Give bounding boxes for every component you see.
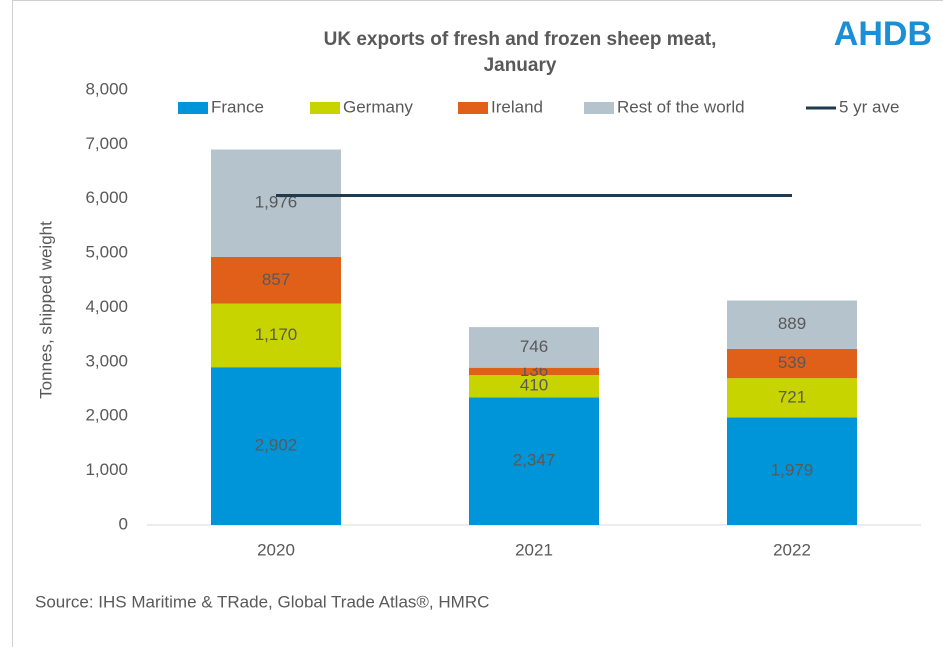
chart-title: UK exports of fresh and frozen sheep mea… [324,29,717,50]
bar-segment [469,327,599,368]
bar-segment [727,417,857,525]
y-tick-label: 2,000 [85,406,128,425]
logo: AHDB [834,15,932,53]
chart-title: January [484,55,557,76]
bar-segment [727,348,857,379]
y-tick-label: 3,000 [85,351,128,370]
frame [12,0,943,647]
x-tick-label: 2021 [515,540,553,559]
y-tick-label: 1,000 [85,460,128,479]
data-label: 857 [262,270,290,289]
data-label: 539 [778,353,806,372]
bar-segment [211,367,341,525]
data-label: 1,170 [255,325,298,344]
legend-swatch [584,102,614,114]
legend-label: Rest of the world [617,97,745,116]
legend-label: Germany [343,97,413,116]
y-tick-label: 6,000 [85,188,128,207]
legend-label: 5 yr ave [839,97,899,116]
data-label: 721 [778,387,806,406]
bar-segment [211,256,341,304]
bar-segment [727,378,857,418]
legend-swatch [178,102,208,114]
y-tick-label: 4,000 [85,297,128,316]
bar-segment [469,375,599,398]
y-axis-title: Tonnes, shipped weight [36,221,55,399]
y-tick-label: 8,000 [85,79,128,98]
legend-swatch [310,102,340,114]
bar-segment [469,367,599,376]
bar-segment [727,300,857,349]
data-label: 2,347 [513,451,556,470]
y-tick-label: 0 [119,514,128,533]
legend-label: Ireland [491,97,543,116]
y-tick-label: 7,000 [85,134,128,153]
data-label: 889 [778,314,806,333]
x-tick-label: 2020 [257,540,295,559]
legend-swatch [458,102,488,114]
bar-segment [211,303,341,368]
bar-segment [211,149,341,257]
data-label: 746 [520,337,548,356]
data-label: 2,902 [255,436,298,455]
data-label: 1,979 [771,461,814,480]
source: Source: IHS Maritime & TRade, Global Tra… [35,592,489,611]
x-tick-label: 2022 [773,540,811,559]
data-label: 1,976 [255,193,298,212]
legend-label: France [211,97,264,116]
data-label: 410 [520,376,548,395]
bar-segment [469,397,599,525]
y-tick-label: 5,000 [85,243,128,262]
